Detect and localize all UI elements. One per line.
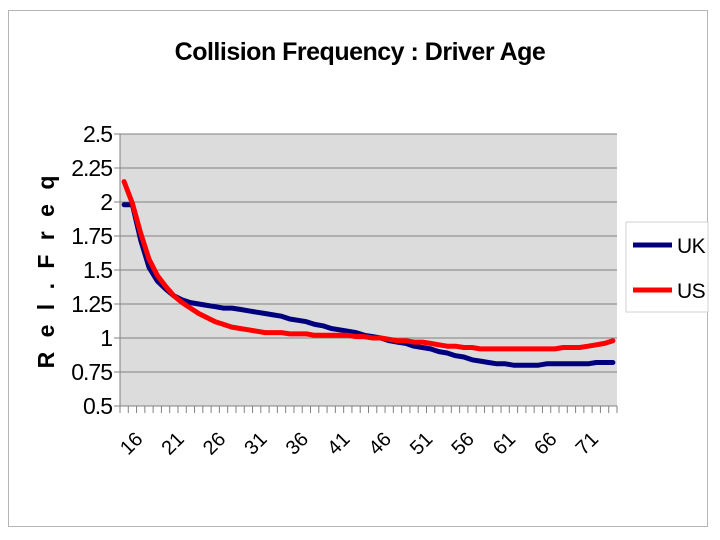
legend: UK US [625,221,709,313]
y-tick-label: 0.75 [71,359,112,385]
legend-label-uk: UK [677,235,706,258]
x-tick-label: 31 [240,428,271,459]
y-tick-label: 1.5 [83,257,112,283]
x-tick-label: 51 [406,428,437,459]
x-tick-label: 71 [572,428,603,459]
x-tick-label: 61 [489,428,520,459]
axes [119,134,618,413]
x-tick-label: 41 [323,428,354,459]
y-tick-label: 1.75 [71,223,112,249]
legend-box [625,221,709,313]
x-tick-label: 16 [116,428,147,459]
x-tick-label: 21 [158,428,189,459]
y-tick-label: 2.25 [71,155,112,181]
x-tick-label: 56 [447,428,478,459]
y-axis-label: R e l . F r e q [33,172,59,369]
legend-label-us: US [677,280,706,303]
x-tick-label: 26 [199,428,230,459]
y-tick-label: 2.5 [83,121,112,147]
y-tick-labels: 0.5 0.75 1 1.25 1.5 1.75 2 2.25 2.5 [71,121,113,419]
series-lines [121,179,616,368]
y-tick-label: 1.25 [71,291,112,317]
y-tick-label: 1 [100,325,112,351]
chart-title: Collision Frequency : Driver Age [175,38,546,66]
x-tick-label: 66 [530,428,561,459]
x-tick-label: 36 [282,428,313,459]
x-tick-labels: 16 21 26 31 36 41 46 51 56 61 66 71 [116,428,603,459]
y-tick-label: 0.5 [83,393,112,419]
series-line-us [121,179,616,352]
x-tick-label: 46 [365,428,396,459]
y-tick-label: 2 [100,189,112,215]
